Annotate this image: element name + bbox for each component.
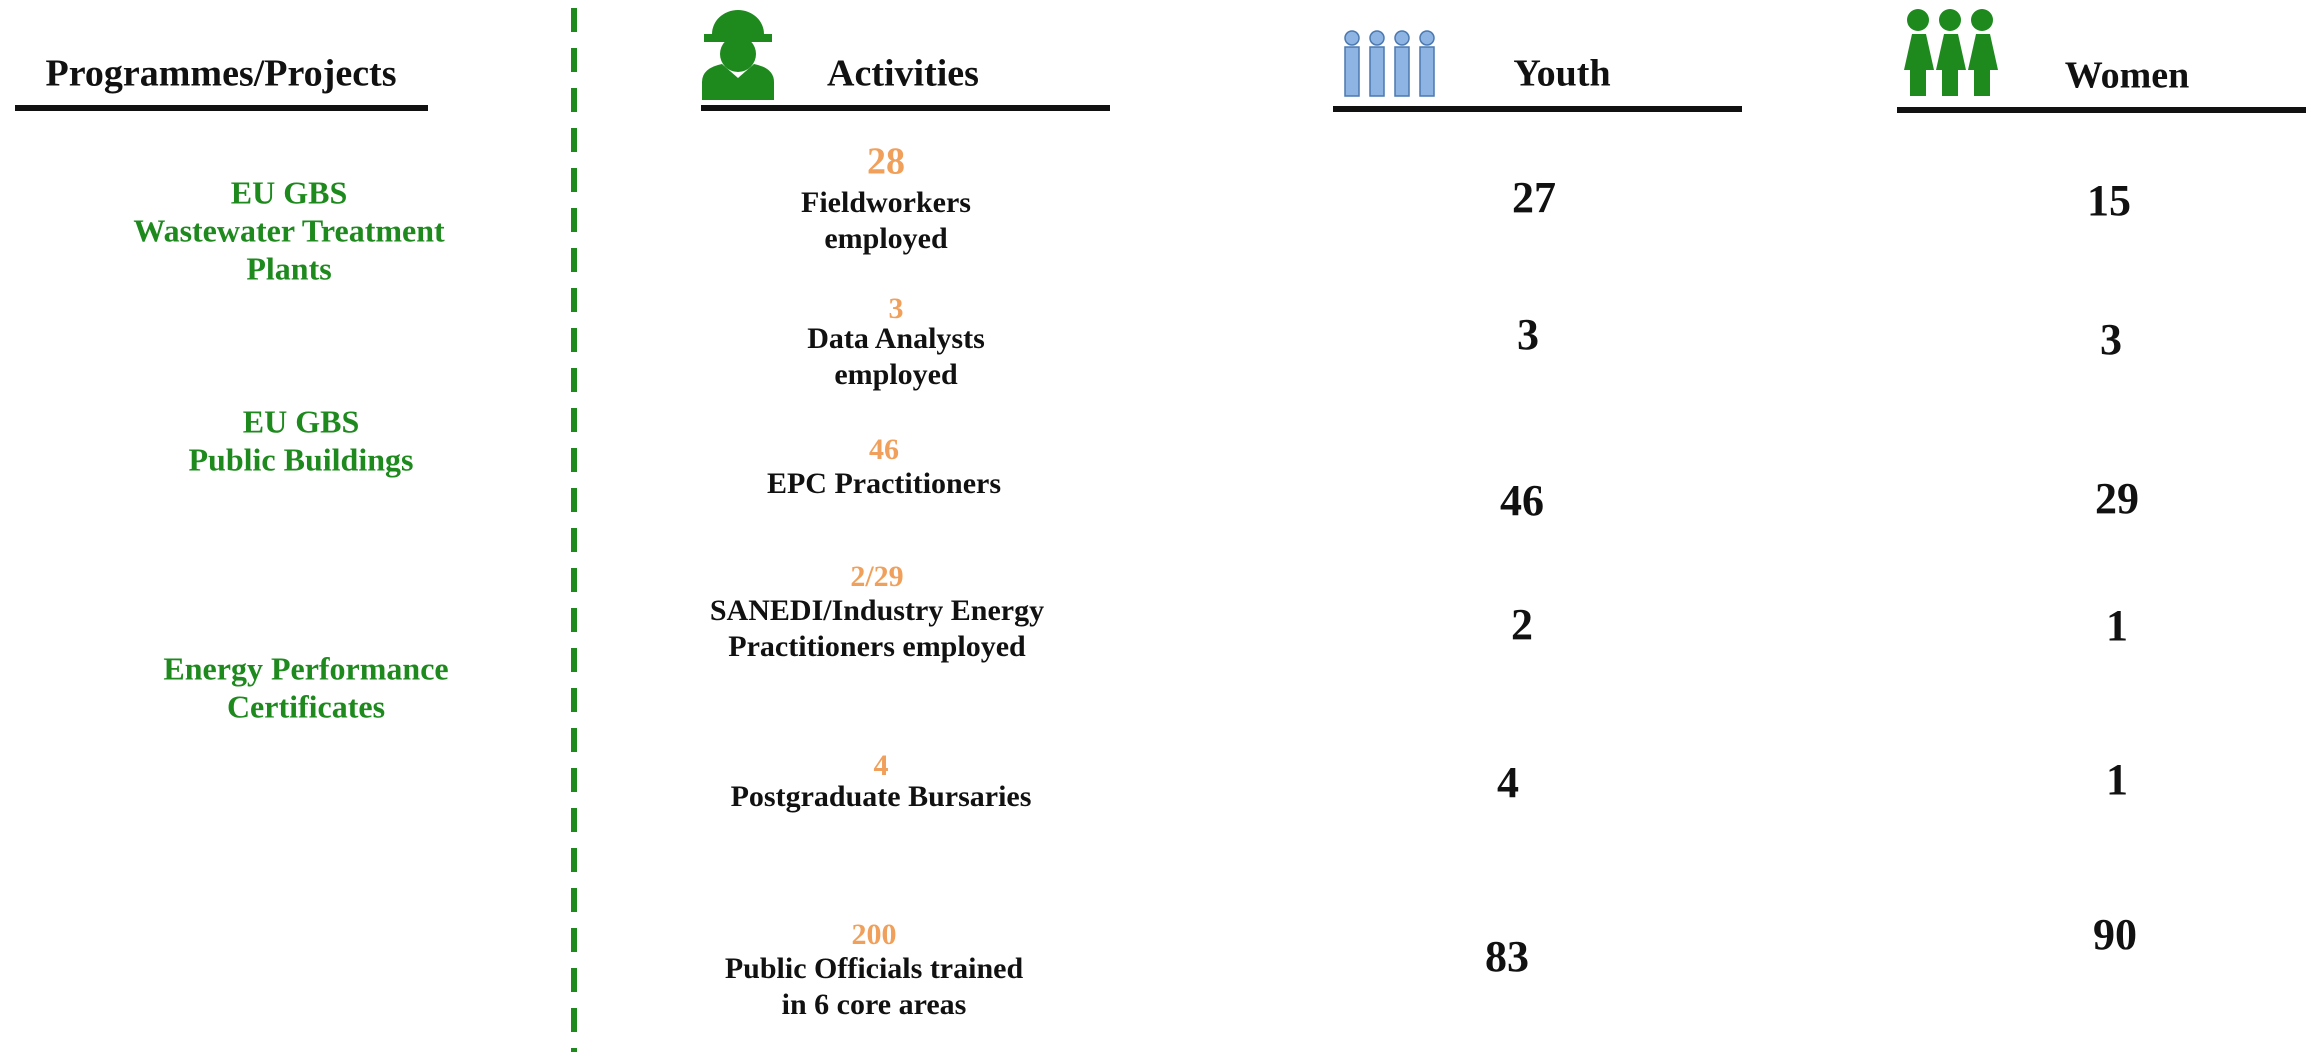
header-youth: Youth — [1513, 53, 1610, 95]
youth-value: 4 — [1497, 758, 1519, 807]
activity-count: 2/29 — [850, 560, 903, 593]
worker-icon — [702, 10, 774, 100]
women-value: 1 — [2106, 601, 2128, 650]
youth-value: 2 — [1511, 600, 1533, 649]
women-value: 15 — [2087, 176, 2131, 225]
activity-label: Data Analysts — [807, 322, 985, 355]
activity-label: employed — [824, 222, 948, 255]
activity-count: 4 — [874, 749, 889, 782]
activity-count: 28 — [867, 141, 905, 183]
activity-label: EPC Practitioners — [767, 467, 1001, 500]
programme-line: EU GBS — [231, 174, 347, 210]
youth-value: 83 — [1485, 932, 1529, 981]
activity-count: 3 — [889, 292, 904, 325]
youth-value: 27 — [1512, 173, 1556, 222]
activity-count: 200 — [852, 918, 897, 951]
header-programmes: Programmes/Projects — [46, 53, 397, 95]
programme-line: Plants — [246, 250, 331, 286]
programme-line: EU GBS — [243, 403, 359, 439]
activity-label: in 6 core areas — [782, 988, 967, 1021]
youth-value: 3 — [1517, 310, 1539, 359]
programme-line: Wastewater Treatment — [133, 212, 445, 248]
activity-label: employed — [834, 358, 958, 391]
women-value: 1 — [2106, 755, 2128, 804]
activity-label: Postgraduate Bursaries — [731, 780, 1032, 813]
women-value: 29 — [2095, 474, 2139, 523]
activity-label: SANEDI/Industry Energy — [710, 594, 1044, 627]
women-value: 3 — [2100, 315, 2122, 364]
activity-label: Practitioners employed — [728, 630, 1026, 663]
header-activities: Activities — [827, 53, 979, 95]
header-women: Women — [2065, 55, 2190, 97]
programme-line: Public Buildings — [189, 441, 414, 477]
women-icon — [1904, 9, 1998, 96]
youth-value: 46 — [1500, 476, 1544, 525]
programme-line: Energy Performance — [163, 650, 448, 686]
women-value: 90 — [2093, 910, 2137, 959]
activity-label: Public Officials trained — [725, 952, 1024, 985]
youth-icon — [1344, 30, 1435, 97]
activity-label: Fieldworkers — [801, 186, 971, 219]
programme-line: Certificates — [227, 688, 385, 724]
activity-count: 46 — [869, 433, 899, 466]
